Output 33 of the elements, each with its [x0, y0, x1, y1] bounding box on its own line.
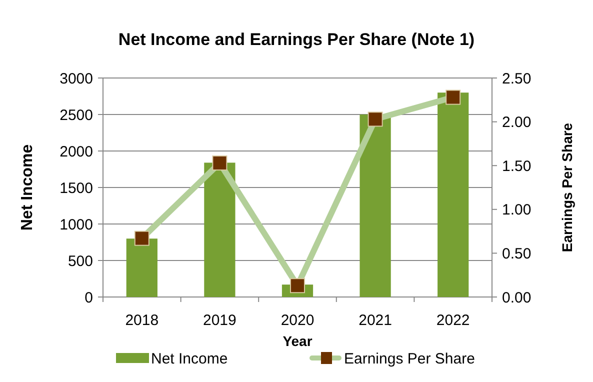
- point: [368, 112, 383, 127]
- y-tick-label: 500: [68, 252, 93, 270]
- x-tick-label: 2022: [436, 312, 470, 329]
- point: [212, 155, 228, 170]
- bar: [360, 114, 391, 297]
- y-tick-label: 3000: [60, 70, 93, 88]
- y-tick-label: 0: [84, 289, 93, 306]
- y2-tick-label: 2.50: [502, 70, 532, 88]
- y-tick-label: 2500: [60, 106, 93, 124]
- y2-tick-label: 1.50: [502, 158, 532, 175]
- legend-label: Earnings Per Share: [344, 350, 475, 368]
- y2-tick-label: 0.00: [502, 289, 532, 306]
- y-tick-label: 1500: [60, 180, 93, 197]
- x-tick-label: 2019: [203, 312, 236, 329]
- y-axis-title: Net Income: [19, 144, 36, 231]
- x-axis-title: Year: [282, 333, 313, 349]
- y2-tick-label: 0.50: [502, 245, 532, 262]
- x-tick-label: 2021: [358, 312, 392, 329]
- chart-title: Net Income and Earnings Per Share (Note 1): [118, 30, 475, 49]
- y2-tick-label: 1.00: [502, 202, 532, 219]
- x-tick-label: 2020: [280, 312, 314, 329]
- y-tick-label: 2000: [60, 143, 93, 160]
- bar: [438, 92, 469, 297]
- y-tick-label: 1000: [60, 216, 93, 234]
- y2-axis-title: Earnings Per Share: [559, 122, 575, 252]
- x-tick-label: 2018: [125, 312, 159, 329]
- legend-label: Net Income: [151, 350, 228, 368]
- point: [134, 230, 150, 246]
- bar: [126, 238, 158, 297]
- y2-tick-label: 2.00: [502, 114, 532, 132]
- bar: [204, 162, 236, 297]
- point: [290, 278, 305, 294]
- point: [446, 90, 461, 105]
